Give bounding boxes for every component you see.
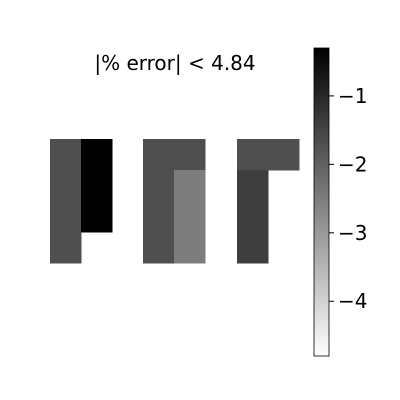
heatmap-cell-1-1-0 bbox=[50, 170, 82, 202]
heatmap-cell-3-1-0 bbox=[237, 170, 269, 202]
heatmap-cell-1-2-0 bbox=[50, 201, 82, 233]
colorbar-tick-label-0: −1 bbox=[338, 84, 367, 108]
heatmap-cells bbox=[50, 139, 300, 264]
colorbar-tick-label-3: −4 bbox=[338, 289, 367, 313]
heatmap-cell-1-0-0 bbox=[50, 139, 82, 171]
heatmap-cell-2-1-0 bbox=[143, 170, 175, 202]
heatmap-cell-3-0-1 bbox=[268, 139, 300, 171]
colorbar-tick-label-1: −2 bbox=[338, 152, 367, 176]
heatmap-cell-2-0-1 bbox=[174, 139, 206, 171]
heatmap-cell-2-3-0 bbox=[143, 232, 175, 264]
heatmap-cell-1-1-1 bbox=[81, 170, 113, 202]
heatmap-cell-2-3-1 bbox=[174, 232, 206, 264]
colorbar: −1 −2 −3 −4 bbox=[313, 47, 367, 357]
colorbar-tick-label-2: −3 bbox=[338, 221, 367, 245]
heatmap-cell-2-2-1 bbox=[174, 201, 206, 233]
heatmap-cell-3-2-0 bbox=[237, 201, 269, 233]
heatmap-cell-1-3-0 bbox=[50, 232, 82, 264]
chart-title: |% error| < 4.84 bbox=[94, 51, 255, 75]
heatmap-cell-1-0-1 bbox=[81, 139, 113, 171]
heatmap-cell-2-2-0 bbox=[143, 201, 175, 233]
colorbar-gradient bbox=[313, 47, 330, 357]
heatmap-cell-2-1-1 bbox=[174, 170, 206, 202]
heatmap-cell-2-0-0 bbox=[143, 139, 175, 171]
heatmap-cell-1-2-1 bbox=[81, 201, 113, 233]
heatmap-cell-3-0-0 bbox=[237, 139, 269, 171]
heatmap-cell-3-3-0 bbox=[237, 232, 269, 264]
